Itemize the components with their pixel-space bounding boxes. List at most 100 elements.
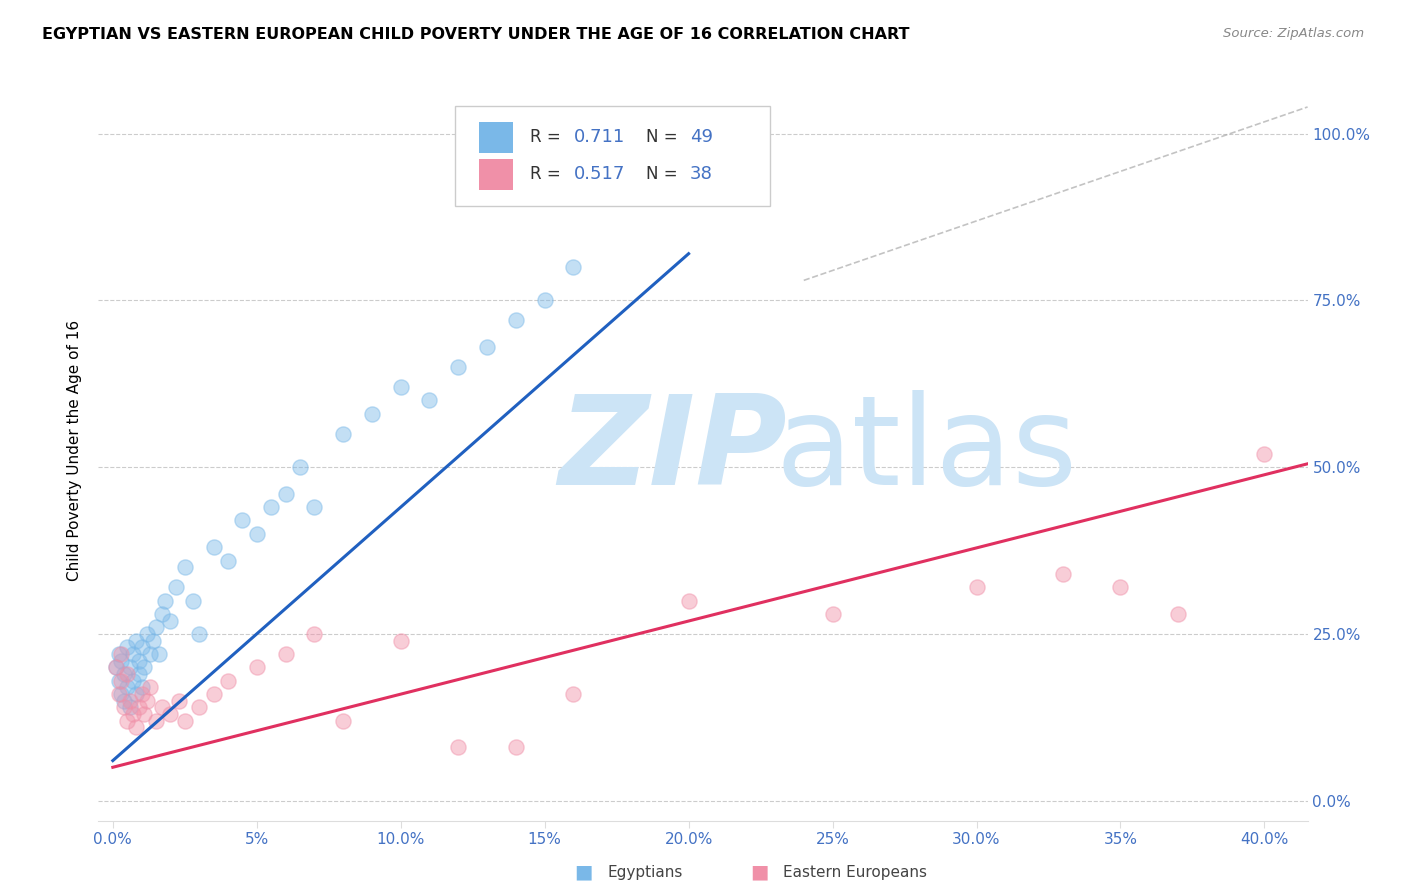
Point	[288, 460, 311, 475]
Point	[562, 260, 585, 274]
Point	[115, 666, 138, 681]
Point	[107, 647, 129, 661]
Point	[112, 666, 135, 681]
Point	[120, 700, 142, 714]
Point	[110, 687, 132, 701]
Point	[142, 633, 165, 648]
FancyBboxPatch shape	[456, 106, 769, 206]
Point	[134, 660, 156, 674]
Point	[217, 553, 239, 567]
Point	[128, 654, 150, 668]
Point	[159, 614, 181, 628]
Point	[1052, 566, 1074, 581]
Point	[361, 407, 384, 421]
Point	[104, 660, 127, 674]
Point	[389, 380, 412, 394]
Point	[112, 700, 135, 714]
Point	[1253, 447, 1275, 461]
Point	[246, 660, 269, 674]
Text: Egyptians: Egyptians	[607, 865, 683, 880]
Point	[110, 654, 132, 668]
Point	[966, 580, 988, 594]
Point	[678, 593, 700, 607]
Point	[202, 540, 225, 554]
Point	[475, 340, 498, 354]
Point	[173, 560, 195, 574]
Point	[150, 700, 173, 714]
Point	[246, 526, 269, 541]
Point	[505, 313, 527, 327]
Point	[115, 680, 138, 694]
Point	[332, 426, 354, 441]
Text: 38: 38	[690, 165, 713, 183]
Point	[533, 293, 555, 308]
Point	[260, 500, 283, 515]
Text: 0.711: 0.711	[574, 128, 624, 146]
Text: N =: N =	[647, 165, 683, 183]
Point	[447, 740, 470, 755]
Point	[134, 706, 156, 721]
Text: EGYPTIAN VS EASTERN EUROPEAN CHILD POVERTY UNDER THE AGE OF 16 CORRELATION CHART: EGYPTIAN VS EASTERN EUROPEAN CHILD POVER…	[42, 27, 910, 42]
Point	[389, 633, 412, 648]
Point	[165, 580, 187, 594]
Text: ZIP: ZIP	[558, 390, 786, 511]
Point	[332, 714, 354, 728]
Point	[159, 706, 181, 721]
Point	[505, 740, 527, 755]
Point	[148, 647, 170, 661]
Point	[131, 680, 153, 694]
Point	[136, 627, 159, 641]
Point	[136, 693, 159, 707]
Text: Eastern Europeans: Eastern Europeans	[783, 865, 927, 880]
Point	[173, 714, 195, 728]
Point	[150, 607, 173, 621]
Text: 0.517: 0.517	[574, 165, 626, 183]
Point	[231, 514, 253, 528]
Point	[122, 706, 145, 721]
Point	[1167, 607, 1189, 621]
Point	[110, 647, 132, 661]
Point	[125, 633, 148, 648]
Point	[110, 673, 132, 688]
Point	[128, 666, 150, 681]
Point	[131, 687, 153, 701]
Point	[125, 687, 148, 701]
Point	[562, 687, 585, 701]
Point	[107, 687, 129, 701]
Point	[145, 714, 167, 728]
Point	[139, 647, 162, 661]
Point	[131, 640, 153, 655]
Text: atlas: atlas	[776, 390, 1077, 511]
Point	[128, 700, 150, 714]
Point	[183, 593, 205, 607]
Point	[125, 720, 148, 734]
Point	[145, 620, 167, 634]
Point	[304, 627, 326, 641]
Point	[1109, 580, 1132, 594]
Point	[217, 673, 239, 688]
Point	[188, 700, 211, 714]
Text: Source: ZipAtlas.com: Source: ZipAtlas.com	[1223, 27, 1364, 40]
Text: N =: N =	[647, 128, 683, 146]
Point	[153, 593, 176, 607]
Text: R =: R =	[530, 128, 567, 146]
Point	[447, 360, 470, 375]
Point	[304, 500, 326, 515]
Point	[122, 647, 145, 661]
Text: R =: R =	[530, 165, 567, 183]
Point	[120, 693, 142, 707]
Point	[112, 693, 135, 707]
Point	[104, 660, 127, 674]
Point	[120, 660, 142, 674]
Y-axis label: Child Poverty Under the Age of 16: Child Poverty Under the Age of 16	[67, 320, 83, 581]
Point	[202, 687, 225, 701]
Point	[418, 393, 440, 408]
Point	[107, 673, 129, 688]
Point	[122, 673, 145, 688]
Point	[821, 607, 844, 621]
FancyBboxPatch shape	[479, 159, 513, 190]
Point	[188, 627, 211, 641]
Text: ■: ■	[574, 863, 593, 882]
Point	[115, 640, 138, 655]
Text: 49: 49	[690, 128, 713, 146]
